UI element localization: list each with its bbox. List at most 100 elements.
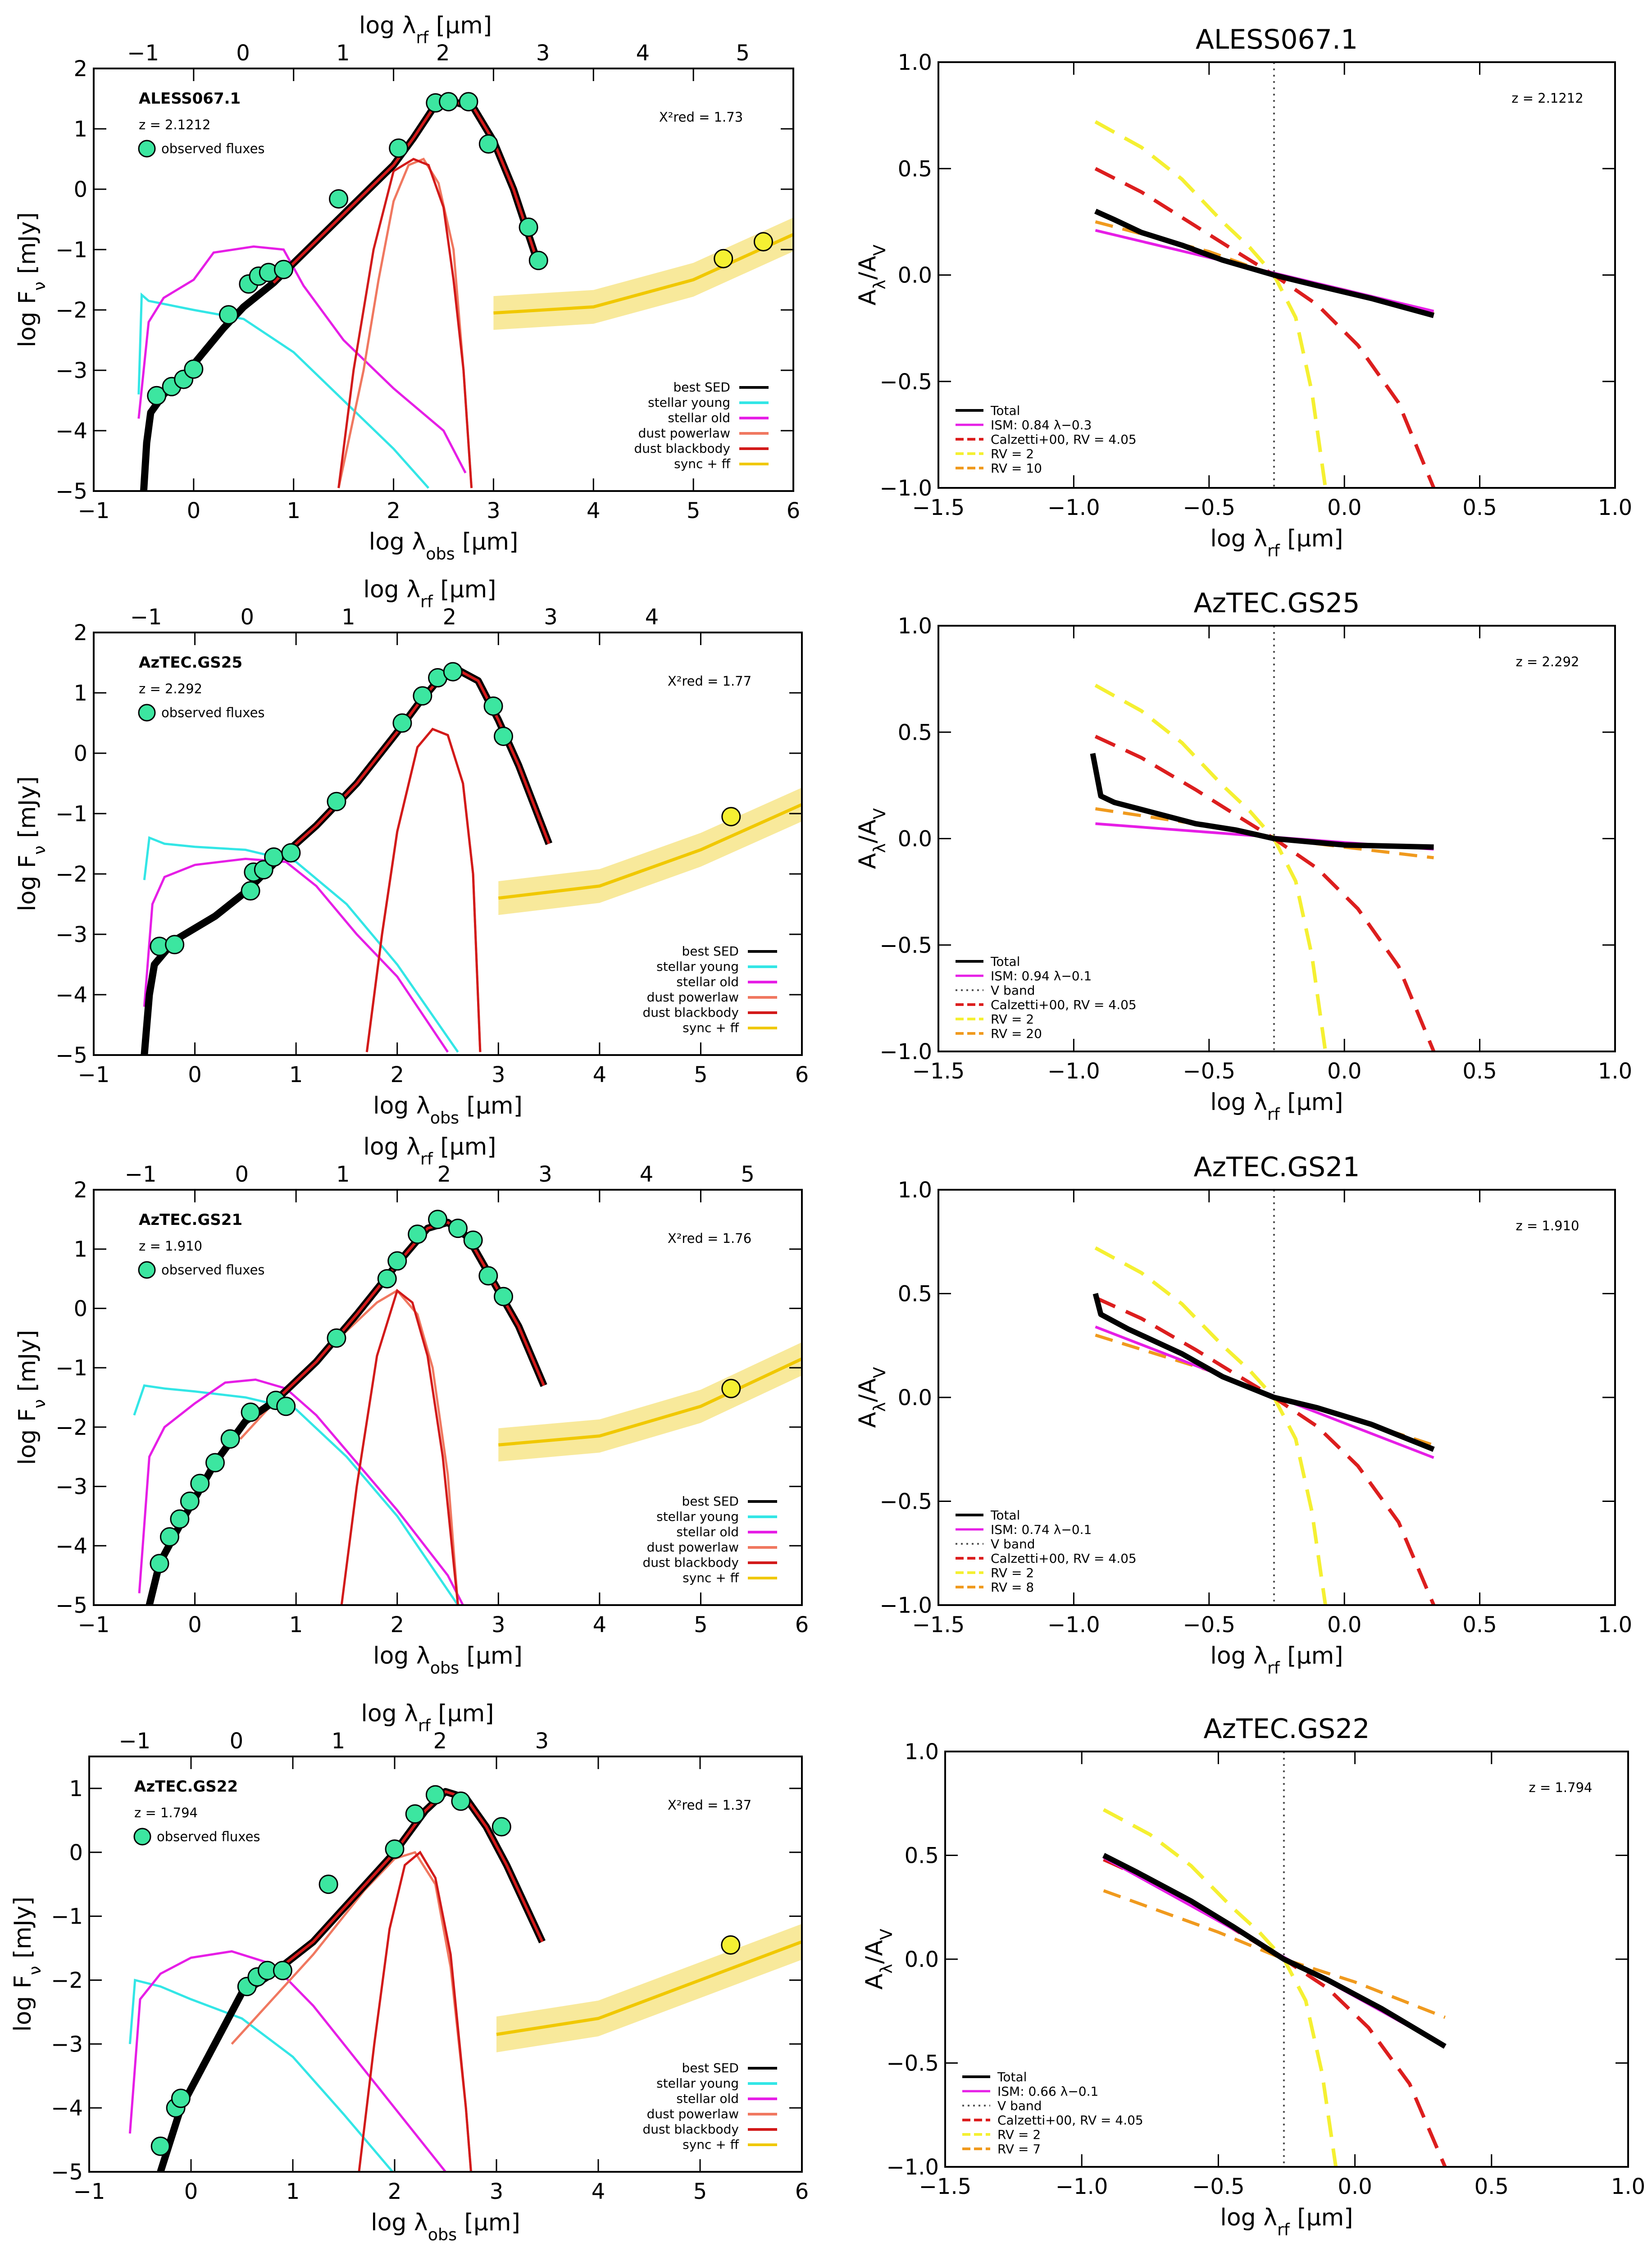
sed-legend-label: stellar young (656, 1509, 739, 1524)
y-axis-label-part: [mJy] (14, 776, 41, 846)
sed-frame (93, 1189, 803, 1606)
observed-point (264, 847, 284, 867)
sed-legend-label: best SED (682, 1494, 739, 1509)
stellar-old-line (143, 857, 449, 1053)
sed-legend-label: sync + ff (674, 456, 731, 471)
observed-point (492, 1817, 511, 1837)
x-tick-label: −1 (78, 1062, 110, 1087)
x-tick-label: −0.5 (1183, 495, 1236, 520)
redshift-text: z = 1.794 (134, 1805, 198, 1820)
x-axis-label-part: log λ (373, 1092, 430, 1119)
y-tick-label: −4 (55, 983, 87, 1008)
sed-legend-label: best SED (674, 380, 731, 395)
observed-point (274, 259, 294, 279)
y-axis-label: log Fν [mJy] (14, 1330, 49, 1465)
sed-legend-label: dust powerlaw (638, 426, 730, 441)
y-axis-label-part: /A (854, 255, 881, 280)
panel-title: AzTEC.GS22 (1204, 1713, 1370, 1745)
y-tick-label: −1 (55, 801, 87, 827)
x-tick-label: −1.0 (1056, 2174, 1108, 2199)
y-axis-label-part: V (870, 1367, 889, 1378)
top-tick-label: 3 (536, 41, 550, 66)
x-axis-label-part: obs (426, 544, 455, 564)
y-tick-label: −5 (55, 1593, 87, 1618)
y-tick-label: 2 (73, 56, 87, 82)
sed-legend-label: dust blackbody (642, 1005, 739, 1020)
x-tick-label: 1.0 (1598, 1612, 1632, 1638)
x-tick-label: 1.0 (1598, 495, 1632, 520)
y-axis-label-part: ν (30, 846, 49, 855)
x-tick-label: 0.5 (1462, 1612, 1497, 1638)
sed-legend-label: stellar old (676, 974, 739, 989)
object-name: AzTEC.GS22 (134, 1778, 238, 1796)
y-tick-label: −0.5 (879, 933, 932, 958)
x-tick-label: 0 (187, 498, 201, 523)
y-tick-label: −3 (55, 922, 87, 947)
y-tick-label: −3 (51, 2032, 83, 2057)
observed-point (150, 2136, 170, 2156)
observed-point (443, 662, 463, 682)
x-axis-label-part: log λ (1210, 1089, 1267, 1116)
observed-point (448, 1219, 468, 1238)
y-tick-label: −4 (55, 1533, 87, 1559)
x-axis-label: log λrf [μm] (1210, 1642, 1343, 1678)
y-tick-label: 1 (73, 117, 87, 142)
observed-point (387, 1251, 407, 1271)
sed-frame (88, 1756, 803, 2173)
dust-blackbody-line (337, 158, 473, 488)
sed-legend-label: dust blackbody (642, 2122, 739, 2137)
y-axis-label: log Fν [mJy] (14, 212, 49, 347)
observed-key-label: observed fluxes (161, 705, 265, 720)
y-tick-label: 0.5 (905, 1843, 939, 1869)
y-tick-label: −1 (55, 1356, 87, 1381)
x-tick-label: 1 (287, 498, 300, 523)
radio-point (721, 1378, 741, 1398)
y-tick-label: −1.0 (879, 1039, 932, 1065)
sed-legend-label: dust blackbody (642, 1555, 739, 1570)
att-legend-label: RV = 7 (997, 2142, 1041, 2156)
x-axis-label-part: log λ (1220, 2204, 1277, 2231)
observed-key-label: observed fluxes (157, 1829, 260, 1844)
x-axis-label: log λrf [μm] (1210, 525, 1343, 560)
x-tick-label: 0.5 (1462, 1059, 1497, 1084)
observed-point (159, 1527, 179, 1547)
object-name: AzTEC.GS25 (139, 654, 242, 672)
dust-blackbody-line (358, 1851, 472, 2172)
sync-band-shade (498, 1342, 802, 1462)
best-sed-dust-core (275, 1221, 546, 1401)
redshift-text: z = 1.910 (1516, 1218, 1579, 1233)
y-axis-label-part: [mJy] (9, 1897, 36, 1966)
radio-point (721, 807, 741, 827)
y-axis-label-part: [mJy] (14, 212, 41, 282)
x-tick-label: 6 (787, 498, 801, 523)
y-tick-label: 0.5 (898, 1282, 932, 1307)
stellar-young-line (128, 1979, 394, 2172)
x-tick-label: −1.0 (1047, 1612, 1100, 1638)
dust-blackbody-line (365, 728, 482, 1052)
att-legend-label: RV = 8 (991, 1580, 1034, 1595)
x-tick-label: 4 (593, 1612, 607, 1638)
att-legend-label: RV = 2 (991, 446, 1034, 461)
x-tick-label: 6 (795, 1612, 809, 1638)
y-axis-label: Aλ/AV (854, 1367, 889, 1428)
y-tick-label: 1.0 (905, 1739, 939, 1765)
x-tick-label: −0.5 (1183, 1059, 1236, 1084)
sed-legend-label: stellar young (648, 395, 730, 410)
y-tick-label: 0 (73, 177, 87, 202)
att-legend-label: ISM: 0.84 λ−0.3 (991, 418, 1092, 432)
observed-point (385, 1839, 405, 1859)
x-tick-label: 0 (188, 1062, 202, 1087)
att-legend-label: V band (991, 983, 1035, 998)
x-tick-label: −0.5 (1192, 2174, 1245, 2199)
x-tick-label: 5 (694, 1062, 708, 1087)
y-axis-label-part: log F (14, 855, 41, 911)
top-tick-label: −1 (118, 1729, 150, 1754)
stellar-young-line (133, 1384, 459, 1605)
observed-point (150, 1554, 169, 1574)
x-tick-label: 3 (490, 2179, 504, 2204)
y-axis-label-part: A (854, 853, 881, 869)
x-axis-label-part: log λ (1210, 1642, 1267, 1670)
x-tick-label: −1.5 (912, 1059, 965, 1084)
